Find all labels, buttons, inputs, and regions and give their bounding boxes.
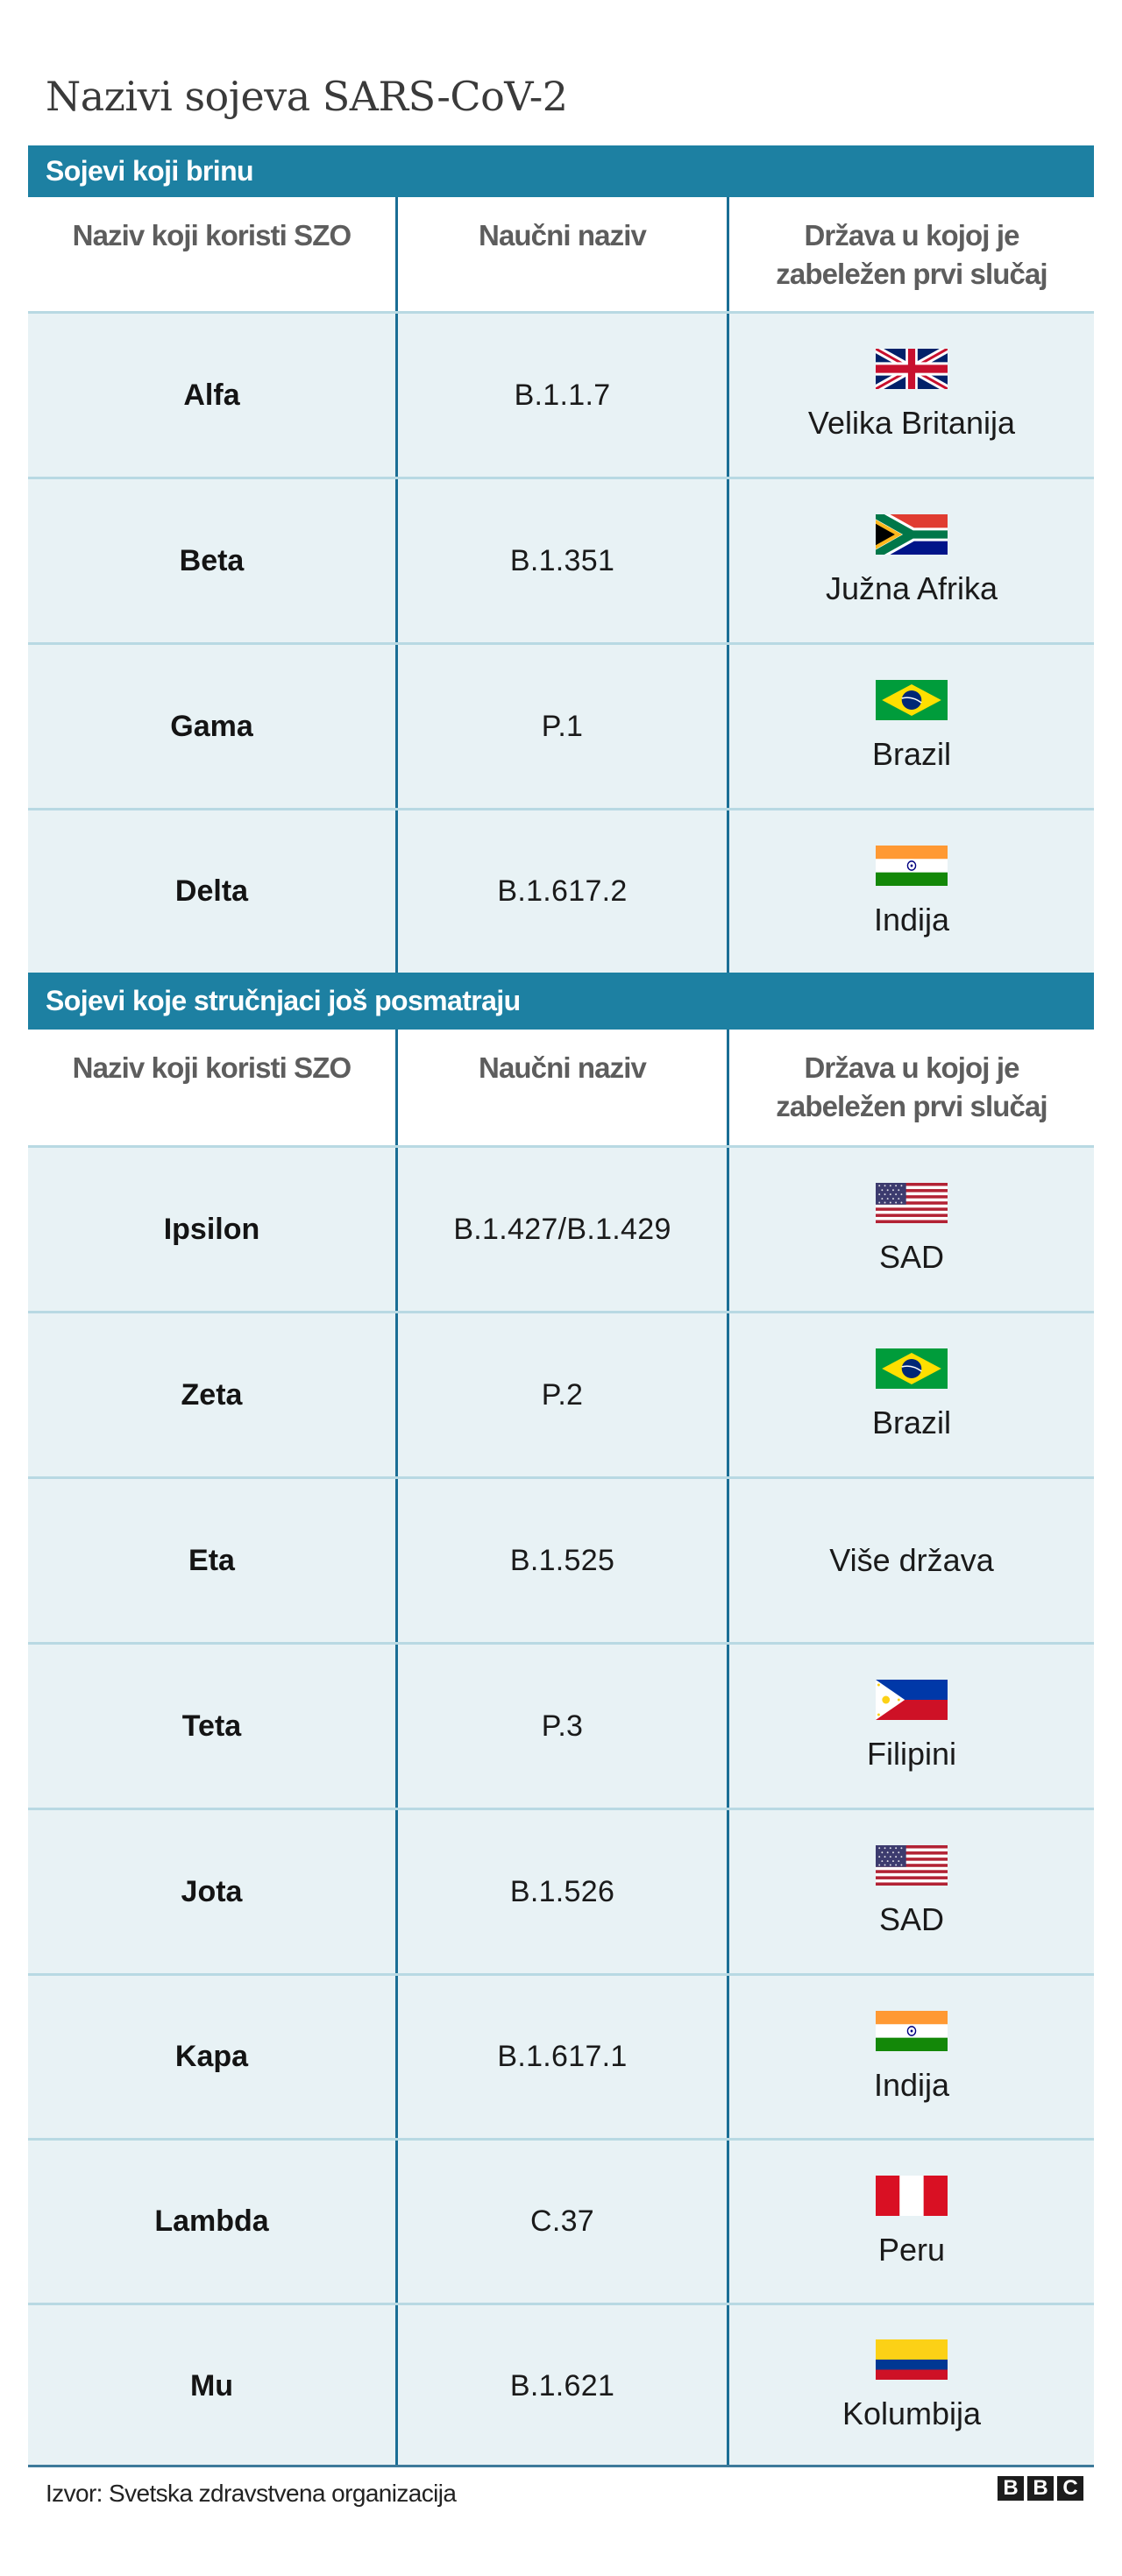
- scientific-name: P.3: [541, 1709, 584, 1743]
- who-name: Mu: [189, 2368, 234, 2403]
- table-row: Mu B.1.621 Kolumbija: [28, 2303, 1094, 2466]
- usa-flag-icon: [876, 1845, 948, 1886]
- column-header-who-name: Naziv koji koristi SZO: [72, 1051, 352, 1084]
- table-row: Teta P.3 Filipini: [28, 1642, 1094, 1808]
- scientific-name: B.1.621: [509, 2368, 615, 2403]
- country: Peru: [877, 2231, 946, 2268]
- country: Brazil: [871, 736, 952, 772]
- page-title: Nazivi sojeva SARS-CoV-2: [46, 73, 568, 120]
- philippines-flag-icon: [876, 1680, 948, 1720]
- uk-flag-icon: [876, 349, 948, 389]
- india-flag-icon: [876, 2010, 948, 2051]
- who-name: Ipsilon: [163, 1212, 260, 1246]
- column-header-country: Država u kojoj je zabeležen prvi slučaj: [776, 1051, 1047, 1122]
- scientific-name: B.1.526: [509, 1874, 615, 1908]
- bbc-logo-letter: C: [1057, 2476, 1083, 2501]
- scientific-name: B.1.525: [509, 1543, 615, 1577]
- column-header-country: Država u kojoj je zabeležen prvi slučaj: [776, 219, 1047, 290]
- section-header-variants-of-concern: Sojevi koji brinu: [28, 145, 1094, 197]
- who-name: Jota: [181, 1874, 243, 1908]
- country: Brazil: [871, 1405, 952, 1440]
- table-row: Zeta P.2 Brazil: [28, 1311, 1094, 1476]
- who-name: Alfa: [183, 378, 240, 412]
- table-row: Kapa B.1.617.1 Indija: [28, 1973, 1094, 2138]
- table-row: Beta B.1.351 Južna Afrika: [28, 477, 1094, 642]
- country: Više država: [829, 1542, 994, 1578]
- column-headers: Naziv koji koristi SZO Naučni naziv Drža…: [28, 1030, 1094, 1145]
- table-row: Ipsilon B.1.427/B.1.429 SAD: [28, 1145, 1094, 1311]
- who-name: Beta: [179, 543, 245, 577]
- column-headers: Naziv koji koristi SZO Naučni naziv Drža…: [28, 197, 1094, 311]
- country: Južna Afrika: [825, 570, 998, 606]
- table-row: Jota B.1.526 SAD: [28, 1808, 1094, 1973]
- column-header-scientific-name: Naučni naziv: [479, 1051, 647, 1084]
- india-flag-icon: [876, 845, 948, 886]
- who-name: Kapa: [174, 2040, 249, 2073]
- table-bottom-border: [28, 2465, 1094, 2467]
- who-name: Teta: [181, 1709, 242, 1743]
- country: Velika Britanija: [807, 405, 1016, 441]
- table-row: Delta B.1.617.2 Indija: [28, 808, 1094, 973]
- scientific-name: P.1: [541, 709, 584, 743]
- country: Kolumbija: [842, 2396, 982, 2431]
- usa-flag-icon: [876, 1183, 948, 1223]
- country: Indija: [873, 2066, 950, 2103]
- brazil-flag-icon: [876, 1348, 948, 1389]
- who-name: Delta: [174, 874, 249, 908]
- country: SAD: [878, 1901, 945, 1937]
- table-row: Eta B.1.525 Više država: [28, 1476, 1094, 1642]
- table-row: Alfa B.1.1.7 Velika Britanija: [28, 311, 1094, 477]
- scientific-name: B.1.351: [509, 543, 615, 577]
- scientific-name: B.1.617.2: [497, 874, 628, 908]
- country: SAD: [878, 1239, 945, 1275]
- who-name: Lambda: [154, 2204, 269, 2238]
- scientific-name: B.1.1.7: [514, 378, 611, 412]
- country: Filipini: [866, 1736, 957, 1772]
- scientific-name: B.1.427/B.1.429: [453, 1212, 671, 1246]
- bbc-logo: B B C: [998, 2476, 1083, 2501]
- bbc-logo-letter: B: [1027, 2476, 1054, 2501]
- who-name: Zeta: [181, 1377, 243, 1412]
- column-header-scientific-name: Naučni naziv: [479, 219, 647, 251]
- bbc-logo-letter: B: [998, 2476, 1024, 2501]
- colombia-flag-icon: [876, 2339, 948, 2380]
- peru-flag-icon: [876, 2175, 948, 2216]
- scientific-name: P.2: [541, 1377, 584, 1412]
- brazil-flag-icon: [876, 680, 948, 720]
- column-header-who-name: Naziv koji koristi SZO: [72, 219, 352, 251]
- who-name: Gama: [170, 709, 253, 743]
- section-title: Sojevi koji brinu: [46, 155, 254, 187]
- who-name: Eta: [188, 1543, 235, 1577]
- section-header-variants-under-monitoring: Sojevi koje stručnjaci još posmatraju: [28, 973, 1094, 1030]
- country: Indija: [873, 901, 950, 938]
- south-africa-flag-icon: [876, 514, 948, 555]
- scientific-name: B.1.617.1: [497, 2040, 628, 2073]
- source-note: Izvor: Svetska zdravstvena organizacija: [46, 2480, 457, 2507]
- section-title: Sojevi koje stručnjaci još posmatraju: [46, 985, 521, 1016]
- table-row: Lambda C.37 Peru: [28, 2138, 1094, 2303]
- scientific-name: C.37: [529, 2204, 595, 2238]
- table-row: Gama P.1 Brazil: [28, 642, 1094, 808]
